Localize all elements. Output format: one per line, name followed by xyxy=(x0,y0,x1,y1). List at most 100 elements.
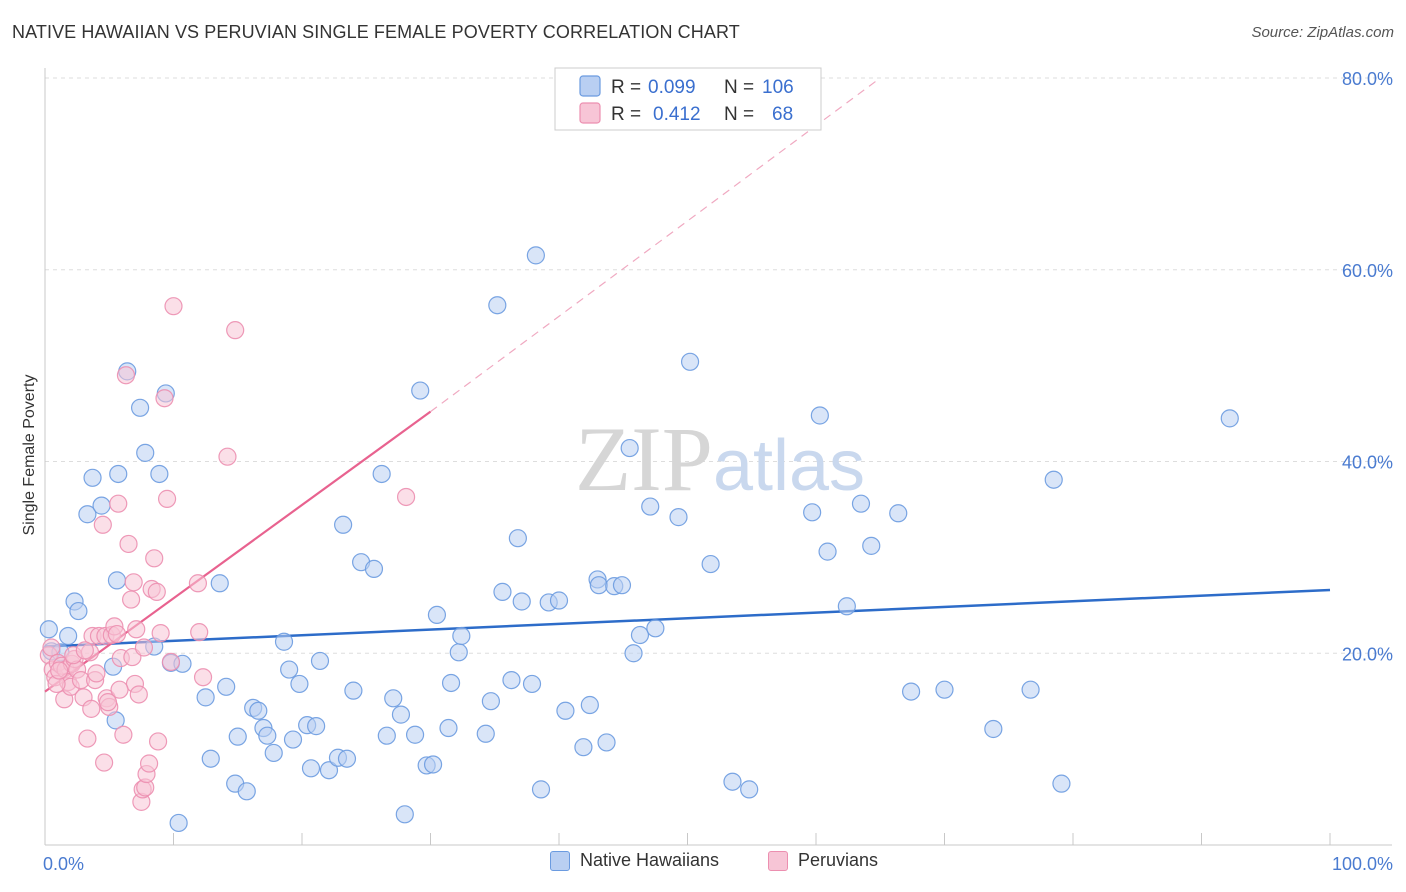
chart-source: Source: ZipAtlas.com xyxy=(1251,24,1394,41)
peruvians-point-66 xyxy=(134,638,154,657)
stats-r-value-2: 0.412 xyxy=(653,104,701,125)
peruvians-point-31 xyxy=(116,366,136,385)
peruvians-point-62 xyxy=(82,699,101,718)
watermark: ZIPatlas xyxy=(575,408,865,510)
peruvians-point-42 xyxy=(139,754,159,773)
native-hawaiians-trend-line xyxy=(44,588,1331,648)
native-hawaiians-point-93 xyxy=(803,503,822,522)
native-hawaiians-point-42 xyxy=(319,761,339,780)
native-hawaiians-point-7 xyxy=(83,468,102,487)
legend-item-native-hawaiians[interactable]: Native Hawaiians xyxy=(550,850,719,871)
native-hawaiians-point-53 xyxy=(395,805,414,824)
peruvians-point-21 xyxy=(95,753,114,772)
native-hawaiians-point-100 xyxy=(901,682,921,701)
native-hawaiians-point-24 xyxy=(210,574,229,593)
native-hawaiians-point-67 xyxy=(502,670,521,690)
chart-title: NATIVE HAWAIIAN VS PERUVIAN SINGLE FEMAL… xyxy=(12,22,740,42)
native-hawaiians-point-28 xyxy=(237,782,256,801)
peruvians-point-34 xyxy=(124,573,143,592)
legend-swatch-peruvians xyxy=(768,850,788,871)
x-tick-label-0: 0.0% xyxy=(43,854,84,874)
stats-swatch-native-hawaiians xyxy=(579,75,601,97)
native-hawaiians-point-98 xyxy=(862,536,881,555)
y-tick-label-2: 60.0% xyxy=(1342,261,1393,281)
native-hawaiians-point-63 xyxy=(476,724,495,743)
native-hawaiians-point-23 xyxy=(201,749,220,768)
native-hawaiians-point-36 xyxy=(283,730,303,749)
native-hawaiians-point-95 xyxy=(818,542,837,561)
native-hawaiians-point-62 xyxy=(452,626,471,646)
native-hawaiians-point-41 xyxy=(310,651,330,671)
native-hawaiians-point-84 xyxy=(624,644,643,663)
peruvians-point-64 xyxy=(110,680,129,699)
native-hawaiians-point-14 xyxy=(130,398,150,417)
native-hawaiians-point-5 xyxy=(69,601,88,621)
native-hawaiians-point-15 xyxy=(136,443,155,462)
stats-n-label-1: N = xyxy=(724,77,754,98)
peruvians-point-61 xyxy=(75,641,94,660)
peruvians-point-36 xyxy=(127,620,146,639)
peruvians-point-67 xyxy=(98,693,118,712)
native-hawaiians-point-68 xyxy=(508,529,527,548)
native-hawaiians-point-40 xyxy=(307,717,326,736)
native-hawaiians-point-101 xyxy=(935,680,954,699)
native-hawaiians-point-59 xyxy=(439,718,458,738)
peruvians-point-53 xyxy=(190,623,209,642)
legend-swatch-native-hawaiians xyxy=(550,850,570,871)
native-hawaiians-point-89 xyxy=(680,352,700,371)
native-hawaiians-point-71 xyxy=(531,780,551,799)
peruvians-point-46 xyxy=(148,732,168,751)
native-hawaiians-point-33 xyxy=(264,743,283,763)
native-hawaiians-point-105 xyxy=(1052,774,1071,793)
native-hawaiians-point-64 xyxy=(481,692,500,711)
peruvians-point-57 xyxy=(396,487,416,507)
legend-item-peruvians[interactable]: Peruvians xyxy=(768,850,878,871)
native-hawaiians-point-79 xyxy=(589,576,608,595)
peruvians-point-20 xyxy=(93,515,112,534)
stats-r-value-1: 0.099 xyxy=(648,77,696,98)
native-hawaiians-point-74 xyxy=(549,591,569,610)
native-hawaiians-point-6 xyxy=(78,505,97,524)
stats-legend: R = 0.099 N = 106 R = 0.412 N = 68 xyxy=(554,67,822,131)
y-tick-label-3: 80.0% xyxy=(1342,69,1393,89)
peruvians-point-33 xyxy=(121,590,141,609)
native-hawaiians-point-50 xyxy=(377,726,396,745)
native-hawaiians-point-104 xyxy=(1044,470,1063,489)
peruvians-point-49 xyxy=(157,489,177,508)
native-hawaiians-point-60 xyxy=(441,673,461,693)
watermark-zip: ZIP xyxy=(575,408,713,510)
peruvians-point-1 xyxy=(42,638,61,657)
native-hawaiians-point-52 xyxy=(391,705,411,724)
native-hawaiians-point-102 xyxy=(984,719,1003,739)
x-tick-label-1: 100.0% xyxy=(1332,854,1393,874)
native-hawaiians-point-103 xyxy=(1021,680,1040,699)
native-hawaiians-point-32 xyxy=(258,726,277,745)
y-tick-label-0: 20.0% xyxy=(1342,644,1393,664)
peruvians-point-50 xyxy=(161,652,181,671)
native-hawaiians-point-69 xyxy=(512,592,531,611)
peruvians-trend-extension xyxy=(430,77,881,413)
native-hawaiians-point-70 xyxy=(522,674,542,694)
native-hawaiians-point-35 xyxy=(280,660,299,679)
native-hawaiians-point-51 xyxy=(384,689,403,708)
native-hawaiians-point-49 xyxy=(372,464,391,484)
native-hawaiians-point-17 xyxy=(150,464,169,484)
axes xyxy=(44,68,1392,846)
peruvians-point-45 xyxy=(147,582,166,601)
watermark-atlas: atlas xyxy=(713,426,865,506)
peruvians-point-28 xyxy=(109,494,128,513)
peruvians-point-55 xyxy=(218,447,237,466)
peruvians-trend-line xyxy=(44,410,432,693)
native-hawaiians-point-75 xyxy=(556,701,575,720)
native-hawaiians-point-83 xyxy=(620,438,639,458)
native-hawaiians-point-46 xyxy=(344,681,363,700)
native-hawaiians-point-96 xyxy=(837,597,856,616)
native-hawaiians-point-97 xyxy=(851,494,871,513)
legend-label-peruvians: Peruvians xyxy=(798,850,879,870)
native-hawaiians-point-37 xyxy=(290,674,309,694)
native-hawaiians-point-22 xyxy=(196,688,215,707)
legend-label-native-hawaiians: Native Hawaiians xyxy=(580,850,720,870)
native-hawaiians-point-106 xyxy=(1220,409,1239,428)
native-hawaiians-point-54 xyxy=(405,725,425,744)
native-hawaiians-point-77 xyxy=(580,695,599,715)
